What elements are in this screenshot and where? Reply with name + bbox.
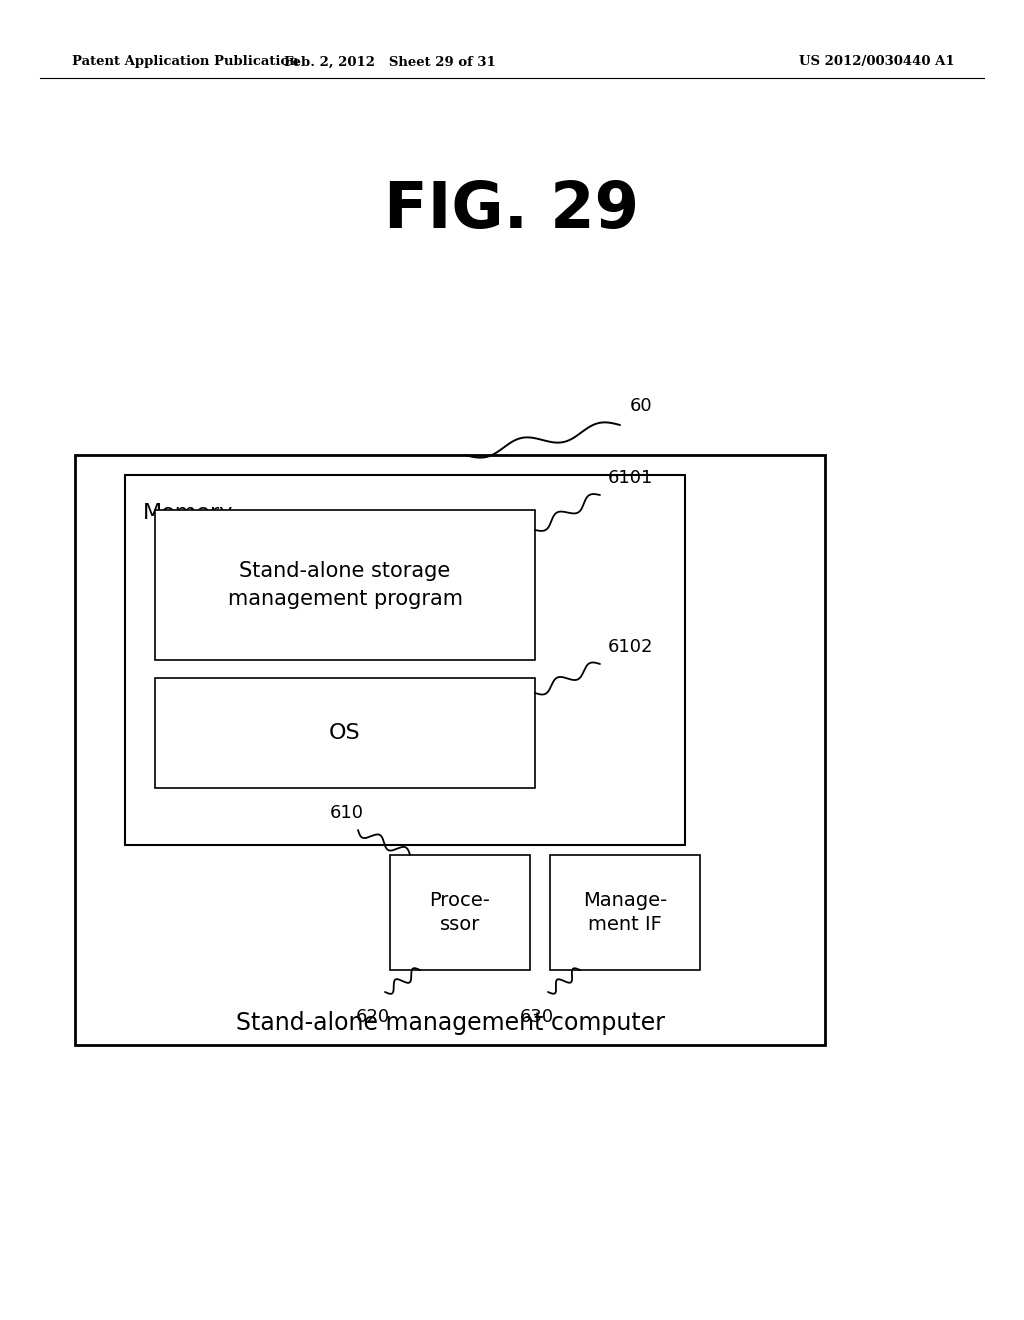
Text: FIG. 29: FIG. 29 xyxy=(384,180,640,242)
Text: Proce-
ssor: Proce- ssor xyxy=(429,891,490,935)
Text: 6101: 6101 xyxy=(608,469,653,487)
Bar xyxy=(155,510,535,660)
Text: 60: 60 xyxy=(630,397,652,414)
Text: 610: 610 xyxy=(330,804,364,822)
Text: US 2012/0030440 A1: US 2012/0030440 A1 xyxy=(800,55,955,69)
Text: Stand-alone management computer: Stand-alone management computer xyxy=(236,1011,665,1035)
Text: Patent Application Publication: Patent Application Publication xyxy=(72,55,299,69)
Bar xyxy=(550,855,700,970)
Text: 6102: 6102 xyxy=(608,638,653,656)
Text: Memory: Memory xyxy=(143,503,233,523)
Text: OS: OS xyxy=(329,723,360,743)
Text: Stand-alone storage
management program: Stand-alone storage management program xyxy=(227,561,463,609)
Text: 620: 620 xyxy=(356,1008,390,1026)
Bar xyxy=(155,678,535,788)
Bar xyxy=(75,455,825,1045)
Text: 630: 630 xyxy=(520,1008,554,1026)
Bar xyxy=(390,855,530,970)
Bar xyxy=(125,475,685,845)
Text: Manage-
ment IF: Manage- ment IF xyxy=(583,891,667,935)
Text: Feb. 2, 2012   Sheet 29 of 31: Feb. 2, 2012 Sheet 29 of 31 xyxy=(284,55,496,69)
